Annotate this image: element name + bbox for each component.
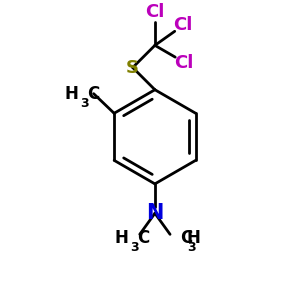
Text: Cl: Cl — [173, 16, 192, 34]
Text: 3: 3 — [187, 241, 195, 254]
Text: Cl: Cl — [145, 3, 165, 21]
Text: C: C — [87, 85, 99, 103]
Text: S: S — [126, 58, 139, 76]
Text: Cl: Cl — [174, 54, 194, 72]
Text: C: C — [137, 229, 149, 247]
Text: H: H — [64, 85, 78, 103]
Text: N: N — [146, 203, 164, 223]
Text: 3: 3 — [130, 241, 139, 254]
Text: 3: 3 — [80, 97, 88, 110]
Text: H: H — [187, 229, 201, 247]
Text: H: H — [114, 229, 128, 247]
Text: C: C — [180, 229, 192, 247]
